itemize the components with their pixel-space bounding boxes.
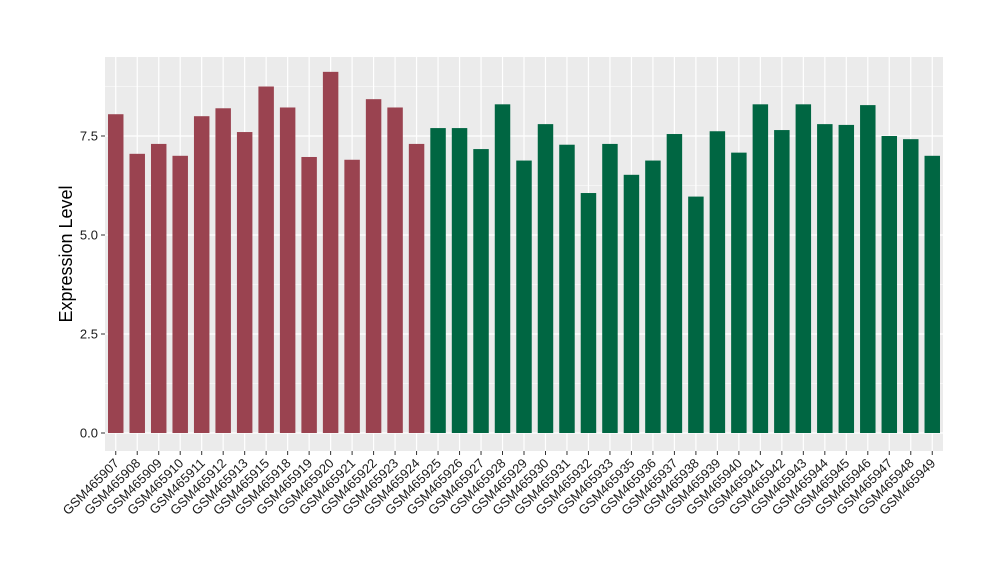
y-tick-label: 2.5 [80,327,98,342]
bars [108,71,940,434]
bar-GSM465910 [172,155,188,434]
bar-GSM465939 [709,131,726,434]
bar-GSM465948 [903,139,919,433]
bar-GSM465926 [451,128,468,433]
bar-GSM465908 [129,153,145,433]
bar-GSM465923 [387,107,403,433]
bar-GSM465918 [279,107,296,433]
bar-GSM465931 [559,144,575,433]
y-axis-title: Expression Level [56,185,76,322]
bar-GSM465936 [645,160,661,433]
bar-GSM465947 [881,136,898,433]
bar-GSM465937 [666,134,683,433]
bar-GSM465907 [108,114,124,433]
bar-GSM465941 [752,104,769,433]
bar-GSM465945 [838,124,855,434]
bar-GSM465915 [258,86,274,433]
bar-GSM465919 [301,156,317,433]
bar-GSM465944 [817,124,833,434]
bar-GSM465930 [537,124,554,434]
bar-GSM465933 [602,143,618,434]
y-tick-label: 5.0 [80,228,98,243]
bar-GSM465925 [430,128,446,433]
bar-GSM465940 [731,152,747,433]
bar-GSM465924 [408,143,425,434]
bar-GSM465920 [322,71,339,434]
bar-GSM465927 [473,149,489,433]
y-axis: 0.0 2.5 5.0 7.5 [80,129,105,441]
bar-GSM465932 [580,193,597,433]
y-tick-label: 7.5 [80,129,98,144]
bar-GSM465912 [215,108,231,433]
bar-GSM465922 [365,99,382,433]
bar-GSM465929 [516,160,532,433]
x-axis: GSM465907GSM465908GSM465909GSM465910GSM4… [60,451,938,518]
y-tick-label: 0.0 [80,426,98,441]
bar-GSM465909 [150,143,167,434]
bar-GSM465942 [774,130,790,433]
bar-GSM465943 [795,104,812,433]
bar-GSM465946 [860,105,876,433]
bar-GSM465921 [344,159,360,433]
bar-GSM465913 [236,132,253,434]
bar-GSM465949 [924,155,940,434]
bar-GSM465911 [193,116,210,433]
bar-GSM465928 [494,104,511,433]
bar-GSM465938 [688,196,704,433]
bar-GSM465935 [623,174,640,434]
